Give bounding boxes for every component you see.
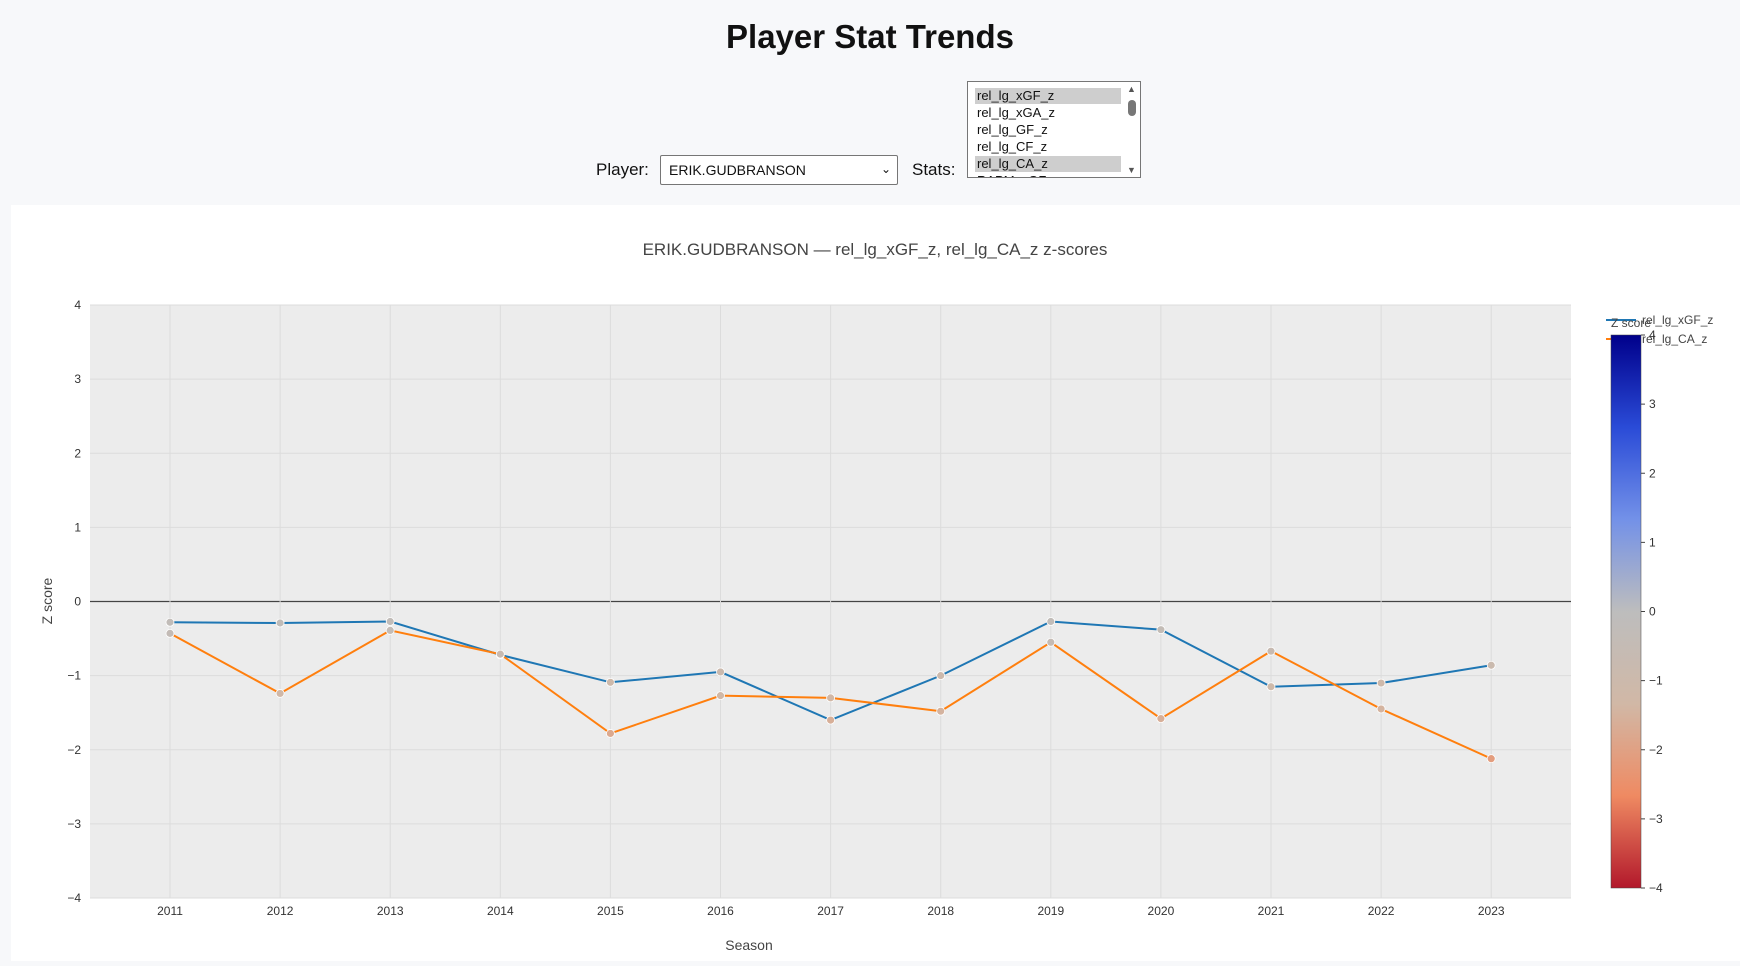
colorbar-tick-label: 3	[1649, 397, 1656, 411]
y-tick-label: −4	[67, 891, 81, 905]
y-tick-label: −3	[67, 817, 81, 831]
data-point	[1046, 617, 1056, 626]
x-tick-label: 2016	[707, 904, 734, 918]
data-point	[1486, 754, 1496, 764]
x-tick-label: 2022	[1368, 904, 1395, 918]
x-tick-label: 2014	[487, 904, 514, 918]
y-tick-label: 3	[74, 372, 81, 386]
data-point	[716, 667, 725, 677]
x-tick-label: 2020	[1148, 904, 1175, 918]
data-point	[606, 677, 615, 687]
stats-option[interactable]: rel_lg_CA_z	[975, 156, 1121, 172]
stats-scrollbar[interactable]: ▲ ▼	[1124, 82, 1140, 177]
trend-chart: ERIK.GUDBRANSON — rel_lg_xGF_z, rel_lg_C…	[39, 240, 1713, 953]
x-tick-label: 2012	[267, 904, 294, 918]
x-tick-label: 2018	[927, 904, 954, 918]
data-point	[275, 618, 285, 628]
data-point	[165, 617, 175, 627]
stats-option[interactable]: RAPM_xGF	[975, 173, 1121, 177]
colorbar-title: Z score	[1611, 316, 1651, 330]
data-point	[1376, 678, 1386, 688]
stats-option[interactable]: rel_lg_xGA_z	[977, 105, 1056, 120]
chevron-down-icon: ⌄	[880, 162, 891, 176]
y-tick-label: 2	[74, 446, 81, 460]
scroll-down-icon[interactable]: ▼	[1127, 165, 1136, 175]
scrollbar-thumb[interactable]	[1128, 100, 1136, 116]
stats-option[interactable]: rel_lg_GF_z	[977, 122, 1048, 137]
page-title: Player Stat Trends	[726, 18, 1014, 55]
colorbar-tick-label: 0	[1649, 605, 1656, 619]
y-tick-label: 4	[74, 298, 81, 312]
data-point	[1266, 682, 1276, 692]
stats-multiselect[interactable]: rel_lg_xGF_z rel_lg_xGA_z rel_lg_GF_z rel_l…	[967, 81, 1141, 178]
data-point	[165, 628, 175, 638]
x-tick-label: 2013	[377, 904, 404, 918]
colorbar-tick-label: −3	[1649, 812, 1663, 826]
y-tick-label: 0	[74, 595, 81, 609]
x-tick-label: 2023	[1478, 904, 1505, 918]
data-point	[275, 689, 285, 698]
controls-bar: Player: ERIK.GUDBRANSON ⌄ Stats: rel_lg_…	[0, 0, 1740, 200]
legend-item-label: rel_lg_CA_z	[1642, 332, 1707, 346]
data-point	[1266, 646, 1276, 656]
data-point	[1156, 714, 1166, 724]
data-point	[1156, 625, 1166, 635]
player-label: Player:	[596, 160, 649, 179]
colorbar-tick-label: 4	[1649, 328, 1656, 342]
stats-option[interactable]: rel_lg_CF_z	[977, 139, 1048, 154]
data-point	[826, 715, 835, 725]
data-point	[1046, 637, 1056, 647]
stats-label: Stats:	[912, 160, 956, 179]
y-tick-label: 1	[74, 520, 81, 534]
stats-option[interactable]: rel_lg_xGF_z	[975, 88, 1121, 104]
y-tick-label: −2	[67, 743, 81, 757]
player-select-value: ERIK.GUDBRANSON	[669, 162, 806, 178]
x-tick-label: 2021	[1258, 904, 1285, 918]
colorbar-gradient	[1610, 334, 1642, 889]
chart-title: ERIK.GUDBRANSON — rel_lg_xGF_z, rel_lg_C…	[643, 240, 1108, 259]
data-point	[826, 693, 835, 703]
colorbar-tick-label: 2	[1649, 466, 1656, 480]
scroll-up-icon[interactable]: ▲	[1127, 84, 1136, 94]
data-point	[1376, 704, 1386, 714]
x-tick-label: 2017	[817, 904, 844, 918]
colorbar-tick-label: −2	[1649, 743, 1663, 757]
chart-panel: ERIK.GUDBRANSON — rel_lg_xGF_z, rel_lg_C…	[11, 205, 1740, 961]
colorbar-tick-label: 1	[1649, 535, 1656, 549]
x-axis-title: Season	[725, 937, 772, 953]
data-point	[936, 706, 946, 716]
data-point	[716, 691, 725, 701]
x-tick-label: 2019	[1037, 904, 1064, 918]
data-point	[606, 729, 615, 738]
player-select[interactable]: ERIK.GUDBRANSON ⌄	[660, 155, 898, 185]
colorbar-tick-label: −4	[1649, 881, 1663, 895]
y-axis-title: Z score	[39, 577, 55, 624]
legend-item-label: rel_lg_xGF_z	[1642, 313, 1713, 327]
x-tick-label: 2011	[157, 904, 183, 918]
data-point	[1486, 660, 1496, 670]
colorbar-tick-label: −1	[1649, 674, 1663, 688]
data-point	[495, 649, 505, 659]
data-point	[385, 617, 395, 626]
y-tick-label: −1	[67, 669, 81, 683]
data-point	[936, 671, 946, 681]
legend: rel_lg_xGF_z rel_lg_CA_z	[1606, 313, 1713, 346]
x-tick-label: 2015	[597, 904, 624, 918]
data-point	[385, 626, 395, 635]
